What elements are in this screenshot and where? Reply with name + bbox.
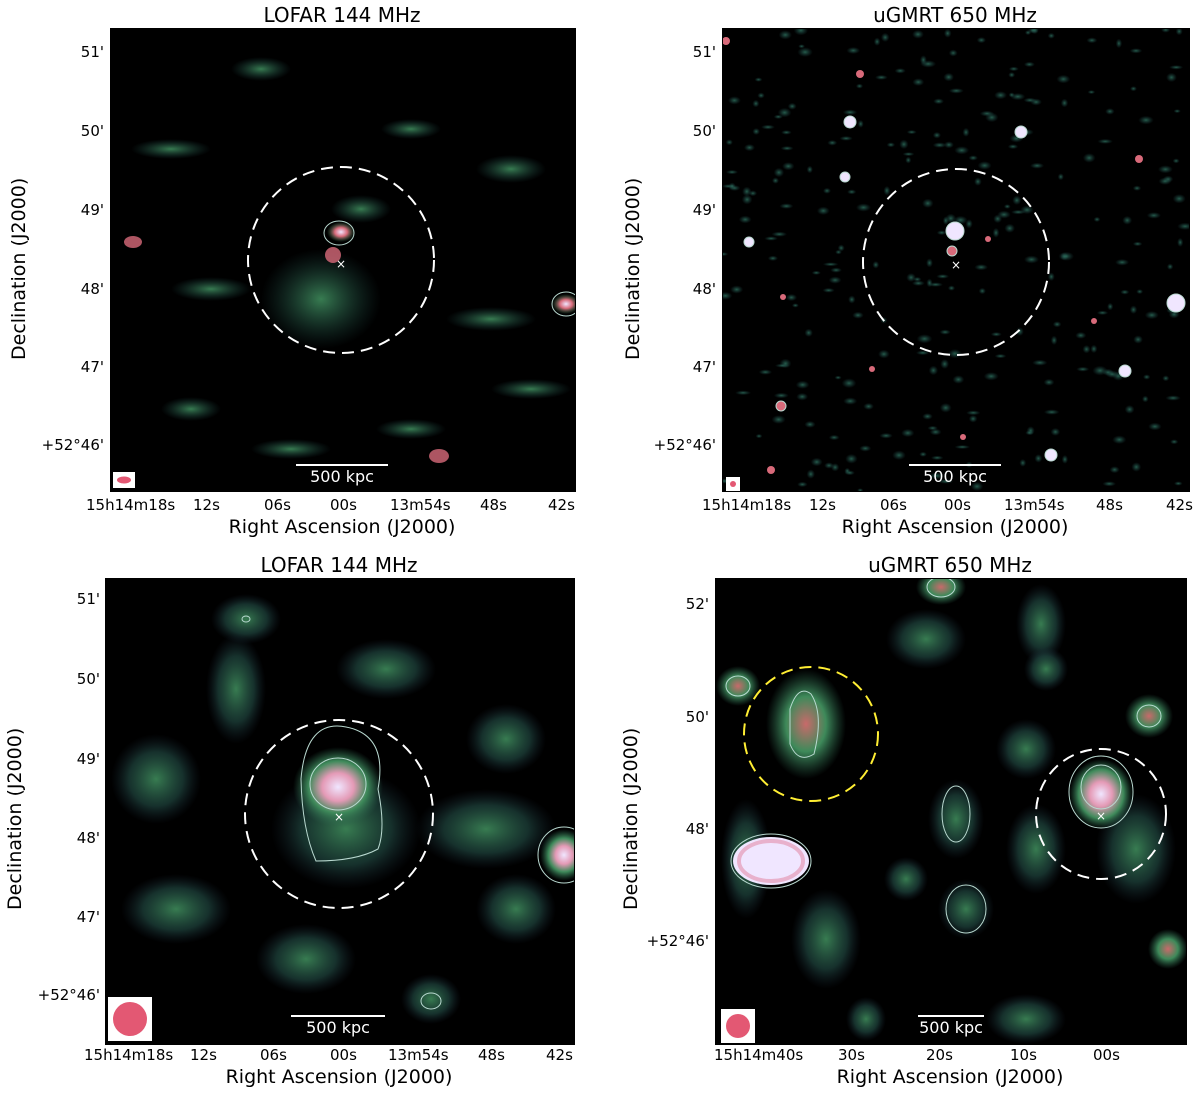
ytick: 50' (76, 670, 100, 688)
xtick: 42s (548, 496, 575, 514)
ytick: 51' (80, 43, 104, 61)
xtick: 15h14m18s (702, 496, 792, 514)
ytick: +52°46' (41, 436, 104, 454)
x-axis-label: Right Ascension (J2000) (225, 1066, 453, 1088)
ytick: +52°46' (646, 932, 709, 950)
noise-field (723, 29, 1189, 491)
radio-image: × 500 kpc (715, 578, 1187, 1045)
cluster-circle (1035, 748, 1167, 880)
xtick: 48s (1096, 496, 1123, 514)
x-axis-label: Right Ascension (J2000) (836, 1066, 1064, 1088)
panel-title: LOFAR 144 MHz (263, 3, 421, 27)
xtick: 00s (944, 496, 971, 514)
x-axis-label: Right Ascension (J2000) (841, 516, 1069, 538)
svg-text:×: × (1096, 809, 1106, 823)
cluster-circle (247, 166, 435, 354)
beam-marker (721, 1009, 755, 1043)
y-axis-label: Declination (J2000) (8, 177, 30, 360)
xtick: 13m54s (390, 496, 451, 514)
xtick: 06s (880, 496, 907, 514)
xtick: 10s (1010, 1046, 1037, 1064)
xtick: 13m54s (388, 1046, 449, 1064)
xtick: 42s (546, 1046, 573, 1064)
y-axis-label: Declination (J2000) (4, 727, 26, 910)
scale-bar: 500 kpc (296, 464, 388, 486)
ytick: 48' (685, 820, 709, 838)
panel-title: LOFAR 144 MHz (260, 553, 418, 577)
radio-image: × 500 kpc (105, 578, 575, 1045)
radio-image: × 500 kpc (110, 28, 576, 492)
xtick: 12s (809, 496, 836, 514)
ytick: +52°46' (653, 436, 716, 454)
scale-bar: 500 kpc (291, 1015, 385, 1037)
xtick: 48s (478, 1046, 505, 1064)
xtick: 00s (1093, 1046, 1120, 1064)
xtick: 20s (926, 1046, 953, 1064)
ytick: 48' (76, 829, 100, 847)
ytick: 51' (76, 590, 100, 608)
x-axis-label: Right Ascension (J2000) (228, 516, 456, 538)
point-sources (723, 37, 1186, 474)
ytick: 50' (692, 122, 716, 140)
ytick: 50' (80, 122, 104, 140)
ytick: 49' (80, 201, 104, 219)
xtick: 42s (1166, 496, 1193, 514)
ytick: 49' (692, 201, 716, 219)
xtick: 15h14m18s (84, 1046, 174, 1064)
beam-marker (108, 997, 152, 1041)
ytick: +52°46' (37, 986, 100, 1004)
xtick: 15h14m18s (86, 496, 176, 514)
secondary-circle (743, 666, 879, 802)
xtick: 00s (330, 496, 357, 514)
xtick: 06s (264, 496, 291, 514)
noise-blobs (131, 57, 571, 459)
ytick: 48' (80, 280, 104, 298)
beam-marker (113, 472, 135, 488)
cluster-circle (862, 168, 1050, 356)
y-axis-label: Declination (J2000) (620, 727, 642, 910)
radio-image: × 500 kpc (722, 28, 1190, 492)
xtick: 15h14m40s (714, 1046, 804, 1064)
ytick: 47' (76, 908, 100, 926)
xtick: 06s (260, 1046, 287, 1064)
ytick: 50' (685, 708, 709, 726)
svg-text:×: × (336, 257, 346, 271)
xtick: 12s (193, 496, 220, 514)
svg-text:×: × (951, 258, 961, 272)
y-axis-label: Declination (J2000) (622, 177, 644, 360)
ytick: 51' (692, 43, 716, 61)
xtick: 13m54s (1004, 496, 1065, 514)
ytick: 49' (76, 750, 100, 768)
beam-marker (726, 477, 740, 491)
cluster-circle (244, 719, 434, 909)
scale-bar: 500 kpc (909, 464, 1001, 486)
ytick: 52' (685, 595, 709, 613)
panel-title: uGMRT 650 MHz (873, 3, 1037, 27)
ytick: 47' (80, 358, 104, 376)
svg-text:×: × (334, 810, 344, 824)
scale-bar: 500 kpc (918, 1015, 984, 1037)
xtick: 30s (838, 1046, 865, 1064)
xtick: 48s (480, 496, 507, 514)
ytick: 48' (692, 280, 716, 298)
ytick: 47' (692, 358, 716, 376)
panel-title: uGMRT 650 MHz (868, 553, 1032, 577)
xtick: 12s (190, 1046, 217, 1064)
xtick: 00s (330, 1046, 357, 1064)
